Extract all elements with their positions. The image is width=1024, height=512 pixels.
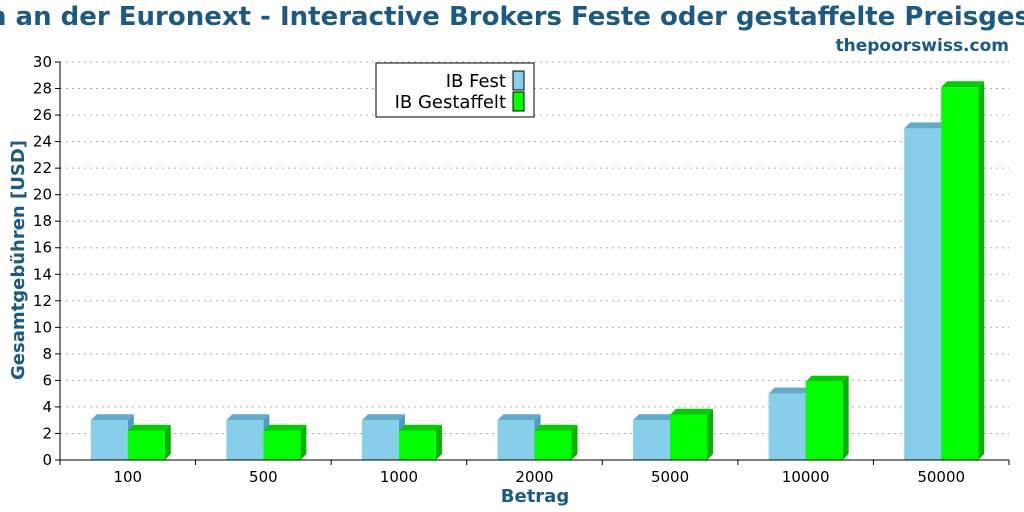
legend-box [375,62,535,118]
bar-top [904,122,948,129]
bar-front [226,420,264,460]
bar-top [90,414,134,421]
y-tick-label: 30 [33,53,52,71]
chart-title: n an der Euronext - Interactive Brokers … [0,2,1024,32]
y-tick-label: 0 [42,451,52,469]
bar [361,414,405,460]
bar-top [226,414,270,421]
bar-front [361,420,399,460]
x-tick-label: 100 [113,468,142,486]
y-tick-label: 8 [42,345,52,363]
bar-front [941,87,979,460]
bar-front [904,128,942,461]
bar-front [263,430,301,460]
y-tick-label: 4 [42,398,52,416]
legend-label: IB Gestaffelt [395,92,506,113]
bar [263,424,307,460]
bar [497,414,541,460]
y-tick-label: 10 [33,318,52,336]
bar-front [127,430,165,460]
bars [90,81,985,461]
y-tick-label: 2 [42,424,52,442]
bar-side [300,424,307,460]
bar [941,81,985,460]
chart-subtitle: thepoorswiss.com [836,36,1010,56]
bar [805,375,849,460]
bar [904,122,948,461]
x-tick-label: 500 [249,468,278,486]
bar-top [768,387,812,394]
y-tick-label: 20 [33,186,52,204]
bar-front [534,430,572,460]
y-axis-label: Gesamtgebühren [USD] [8,140,29,380]
bar-side [707,408,714,460]
bar-side [842,375,849,460]
bar-top [398,424,442,431]
bar-top [361,414,405,421]
legend-label: IB Fest [446,71,506,92]
bar [534,424,578,460]
bar-side [978,81,985,460]
bar [398,424,442,460]
y-tick-label: 26 [33,106,52,124]
bar [127,424,171,460]
bar-front [768,393,806,460]
x-axis-label: Betrag [501,486,569,507]
bar-top [941,81,985,88]
y-tick-label: 16 [33,239,52,257]
legend-swatch [512,91,525,112]
bar-front [497,420,535,460]
y-tick-label: 28 [33,80,52,98]
x-tick-label: 50000 [917,468,965,486]
bar-top [127,424,171,431]
bar [633,414,677,460]
bar-side [571,424,578,460]
bar-side [435,424,442,460]
bar [226,414,270,460]
y-tick-label: 22 [33,159,52,177]
bar [670,408,714,460]
bar-front [805,381,843,460]
bar-top [534,424,578,431]
bar-top [670,408,714,415]
grid [60,61,1009,434]
bar-top [497,414,541,421]
bar-side [164,424,171,460]
bar [768,387,812,460]
y-tick-label: 24 [33,133,52,151]
bar-top [263,424,307,431]
x-tick-label: 1000 [380,468,418,486]
bar-front [633,420,671,460]
bar [90,414,134,460]
y-tick-label: 6 [42,371,52,389]
y-tick-label: 12 [33,292,52,310]
bar-top [805,375,849,382]
x-tick-label: 10000 [782,468,830,486]
x-tick-label: 2000 [515,468,553,486]
legend-swatch [512,70,525,91]
bar-front [670,414,708,460]
y-tick-label: 14 [33,265,52,283]
bar-front [398,430,436,460]
y-tick-label: 18 [33,212,52,230]
bar-front [90,420,128,460]
x-tick-label: 5000 [651,468,689,486]
bar-top [633,414,677,421]
